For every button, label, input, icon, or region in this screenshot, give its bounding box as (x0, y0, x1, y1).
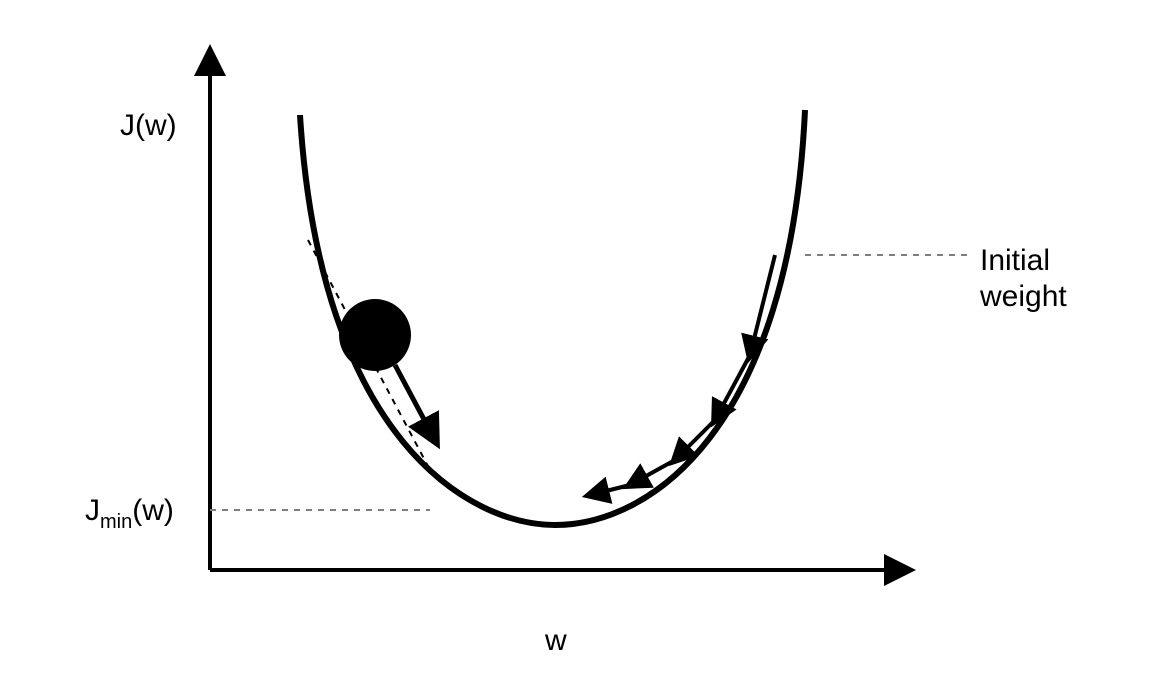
axes (210, 60, 900, 570)
y-axis-label: J(w) (120, 109, 177, 142)
initial-weight-label: Initial weight (979, 244, 1067, 313)
diagram-svg: J(w) w Jmin(w) Initial weight (0, 0, 1170, 688)
ball-marker (339, 299, 411, 371)
descent-arrow-segment (590, 485, 630, 495)
gradient-descent-diagram: J(w) w Jmin(w) Initial weight (0, 0, 1170, 688)
ball-gradient-arrow (395, 365, 435, 440)
x-axis-label: w (544, 624, 567, 657)
jmin-label: Jmin(w) (85, 494, 174, 533)
